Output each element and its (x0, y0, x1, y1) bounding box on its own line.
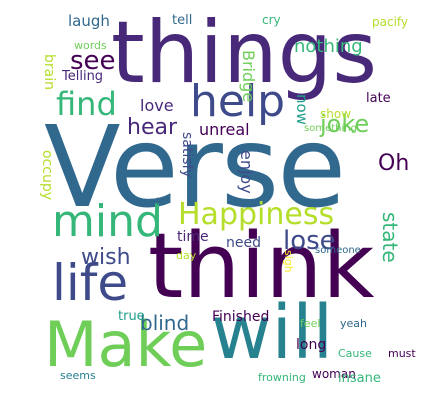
word-now: now (293, 94, 311, 125)
word-help: help (190, 76, 286, 127)
word-see: see (70, 46, 116, 76)
word-think: think (148, 214, 375, 319)
word-lose: lose (283, 226, 336, 256)
word-time: time (177, 229, 209, 245)
word-words: words (74, 39, 107, 52)
word-seems: seems (60, 369, 96, 382)
word-someone: someone (315, 245, 361, 256)
word-frowning: frowning (258, 371, 306, 384)
word-find: find (56, 85, 117, 123)
word-bridge: Bridge (239, 50, 258, 103)
word-long: long (296, 337, 327, 353)
word-enjoy: enjoy (237, 150, 256, 194)
word-finished: Finished (212, 309, 270, 325)
word-blind: blind (140, 311, 190, 335)
word-cloud-canvas (38, 8, 401, 394)
word-life: life (52, 254, 129, 312)
word-love: love (140, 96, 174, 115)
word-unreal: unreal (199, 120, 250, 139)
word-verse: Verse (44, 103, 346, 233)
word-occupy: occupy (39, 150, 55, 201)
word-things: things (111, 3, 378, 103)
word-insane: insane (338, 371, 381, 386)
word-must: must (388, 347, 416, 360)
word-state: state (378, 212, 402, 263)
word-cause: Cause (338, 347, 372, 360)
word-woman: woman (312, 367, 356, 381)
word-cry: cry (262, 13, 281, 27)
word-satisfy: satisfy (179, 132, 195, 178)
word-will: will (211, 290, 334, 376)
word-oh: Oh (378, 151, 410, 176)
word-pacify: pacify (372, 15, 409, 29)
word-show: show (320, 107, 352, 121)
word-hear: hear (127, 115, 178, 140)
word-people: People (132, 197, 166, 208)
word-day: day (176, 249, 197, 262)
word-true: true (118, 309, 145, 324)
word-brain: brain (41, 54, 57, 90)
word-laugh: laugh (68, 12, 110, 30)
word-sigh: sigh (282, 250, 295, 273)
word-nothing: nothing (294, 36, 363, 57)
word-wish: wish (81, 245, 131, 270)
word-yeah: yeah (340, 317, 367, 330)
word-late: late (366, 91, 391, 106)
word-something: something (304, 123, 357, 134)
word-telling: Telling (62, 69, 104, 84)
word-tell: tell (172, 13, 193, 28)
word-mind: mind (52, 196, 163, 247)
word-joke: joke (320, 110, 370, 138)
word-need: need (226, 235, 261, 251)
word-happiness: Happiness (178, 197, 335, 232)
word-make: Make (44, 308, 208, 381)
word-feel: feel (300, 317, 321, 330)
